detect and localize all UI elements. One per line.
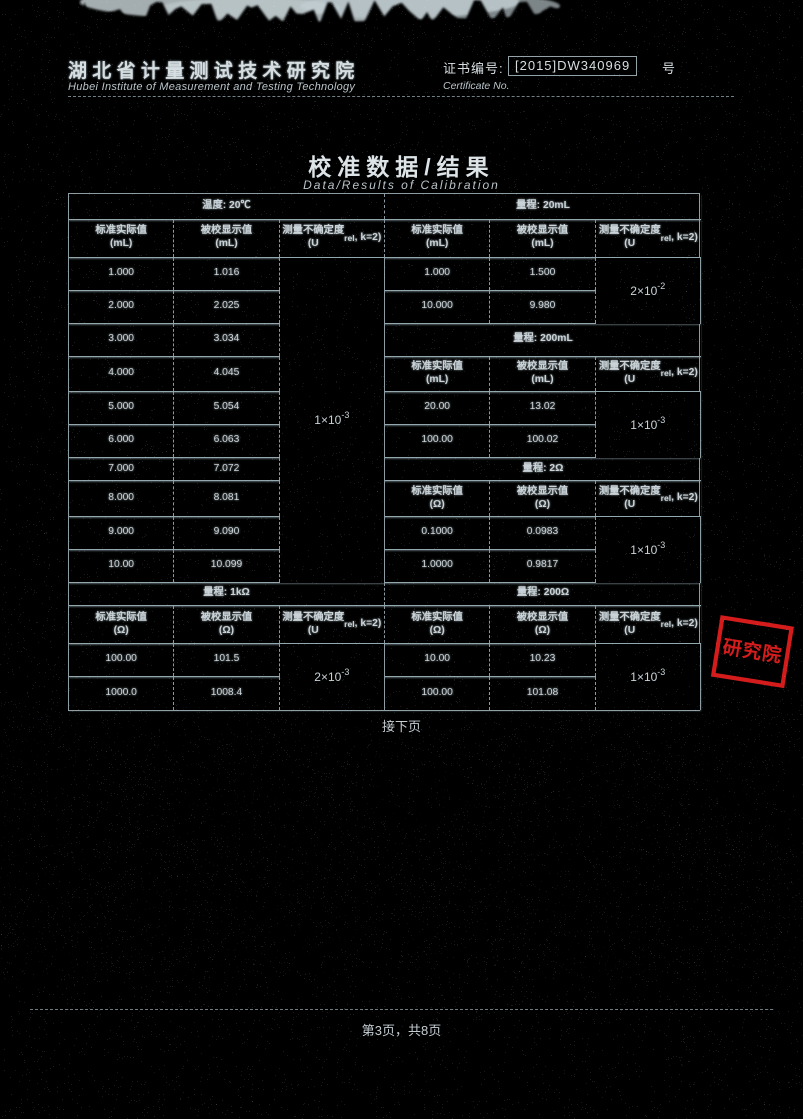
svg-text:研究院: 研究院 <box>721 635 784 667</box>
